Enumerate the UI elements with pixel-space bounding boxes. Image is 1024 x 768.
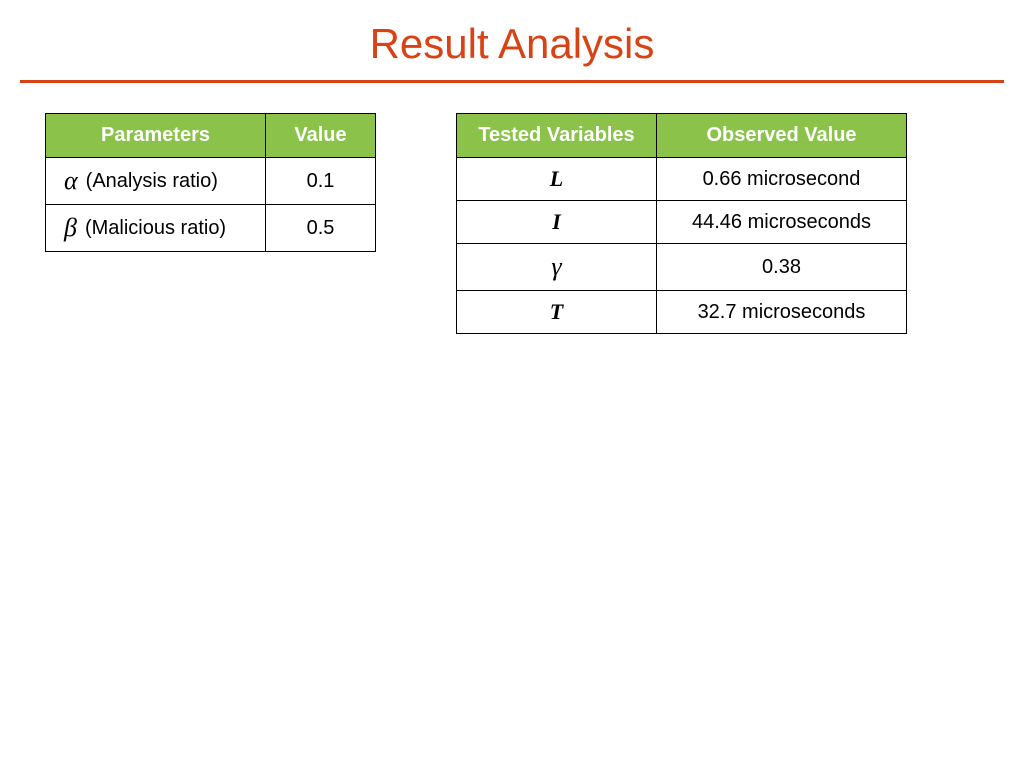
alpha-value: 0.1 [266, 158, 376, 205]
tested-variables-table: Tested Variables Observed Value L 0.66 m… [456, 113, 907, 334]
table-row: γ 0.38 [457, 244, 907, 291]
beta-value: 0.5 [266, 205, 376, 252]
table1-header-value: Value [266, 114, 376, 158]
val-gamma: 0.38 [657, 244, 907, 291]
table-row: I 44.46 microseconds [457, 201, 907, 244]
alpha-symbol: α [64, 166, 78, 196]
val-L: 0.66 microsecond [657, 158, 907, 201]
val-T: 32.7 microseconds [657, 291, 907, 334]
table-row: α (Analysis ratio) 0.1 [46, 158, 376, 205]
table2-header-observed: Observed Value [657, 114, 907, 158]
beta-symbol: β [64, 213, 77, 243]
table1-header-parameters: Parameters [46, 114, 266, 158]
parameters-table: Parameters Value α (Analysis ratio) 0.1 … [45, 113, 376, 252]
var-gamma: γ [551, 252, 561, 281]
alpha-desc: (Analysis ratio) [86, 170, 218, 193]
table-row: β (Malicious ratio) 0.5 [46, 205, 376, 252]
var-L: L [550, 166, 563, 191]
content-area: Parameters Value α (Analysis ratio) 0.1 … [0, 83, 1024, 364]
page-title: Result Analysis [0, 0, 1024, 80]
table2-header-tested: Tested Variables [457, 114, 657, 158]
var-I: I [552, 209, 561, 234]
val-I: 44.46 microseconds [657, 201, 907, 244]
table-row: T 32.7 microseconds [457, 291, 907, 334]
table-row: L 0.66 microsecond [457, 158, 907, 201]
var-T: T [550, 299, 563, 324]
beta-desc: (Malicious ratio) [85, 217, 226, 240]
